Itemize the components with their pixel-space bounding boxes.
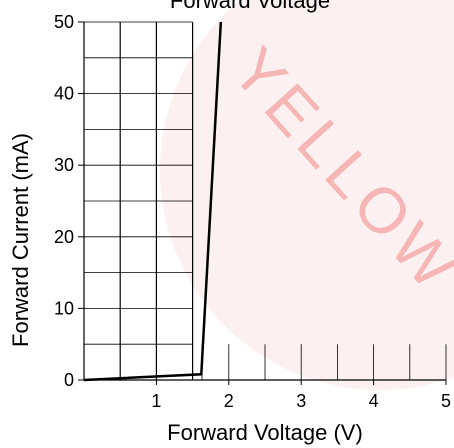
x-tick-label: 1 <box>151 391 161 411</box>
y-axis-title: Forward Current (mA) <box>8 133 33 347</box>
watermark-shape <box>160 0 454 390</box>
y-tick-label: 40 <box>54 84 74 104</box>
x-tick-label: 2 <box>224 391 234 411</box>
y-tick-label: 10 <box>54 298 74 318</box>
y-tick-label: 20 <box>54 227 74 247</box>
data-line <box>83 21 223 382</box>
x-tick-label: 4 <box>369 391 379 411</box>
y-tick-label: 0 <box>64 370 74 390</box>
x-tick-label: 5 <box>441 391 451 411</box>
x-tick-label: 3 <box>296 391 306 411</box>
chart-title: Forward Voltage <box>170 0 330 13</box>
x-axis-title: Forward Voltage (V) <box>167 420 363 445</box>
y-tick-label: 50 <box>54 12 74 32</box>
y-tick-label: 30 <box>54 155 74 175</box>
